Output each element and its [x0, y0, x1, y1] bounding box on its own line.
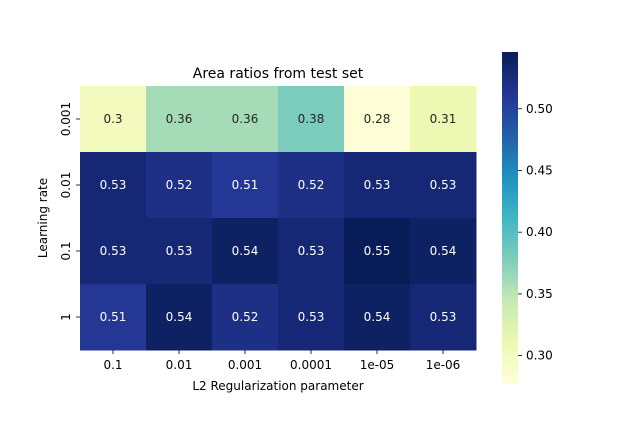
colorbar-tick-label: 0.35: [526, 287, 553, 301]
y-tick-label: 0.001: [59, 102, 73, 136]
cell-value-label: 0.52: [232, 310, 259, 324]
heatmap-cell: [410, 86, 477, 153]
heatmap-cell: [344, 152, 411, 219]
cell-value-label: 0.28: [364, 112, 391, 126]
y-tick-label: 0.1: [59, 241, 73, 260]
colorbar-tick-label: 0.40: [526, 225, 553, 239]
heatmap-cell: [410, 152, 477, 219]
y-tick-label: 0.01: [59, 172, 73, 199]
heatmap-cells: 0.3 0.36 0.36 0.38 0.28 0.31 0.53 0.52 0.51 0.52 0…: [80, 86, 477, 351]
heatmap-cell: [278, 284, 345, 351]
chart-title: Area ratios from test set: [193, 66, 364, 82]
heatmap-cell: [212, 284, 279, 351]
x-tick-label: 0.1: [103, 358, 122, 372]
cell-value-label: 0.54: [364, 310, 391, 324]
cell-value-label: 0.31: [430, 112, 457, 126]
cell-value-label: 0.38: [298, 112, 325, 126]
heatmap-cell: [212, 152, 279, 219]
y-axis-ticks: 0.001 0.01 0.1 1: [59, 102, 80, 321]
cell-value-label: 0.51: [232, 178, 259, 192]
cell-value-label: 0.36: [166, 112, 193, 126]
heatmap-cell: [146, 218, 213, 285]
heatmap-cell: [146, 86, 213, 153]
cell-value-label: 0.53: [100, 244, 127, 258]
heatmap-cell: [278, 218, 345, 285]
heatmap-cell: [344, 218, 411, 285]
heatmap-cell: [80, 86, 147, 153]
heatmap-cell: [80, 284, 147, 351]
cell-value-label: 0.53: [430, 310, 457, 324]
colorbar-tick-label: 0.45: [526, 163, 553, 177]
colorbar-ticks: 0.30 0.35 0.40 0.45 0.50: [518, 102, 553, 363]
x-tick-label: 0.0001: [290, 358, 332, 372]
heatmap-cell: [80, 152, 147, 219]
cell-value-label: 0.55: [364, 244, 391, 258]
heatmap-cell: [212, 218, 279, 285]
cell-value-label: 0.3: [103, 112, 122, 126]
heatmap-cell: [344, 284, 411, 351]
x-axis-ticks: 0.1 0.01 0.001 0.0001 1e-05 1e-06: [103, 350, 460, 372]
y-axis-label: Learning rate: [36, 178, 50, 258]
cell-value-label: 0.53: [298, 310, 325, 324]
cell-value-label: 0.36: [232, 112, 259, 126]
cell-value-label: 0.53: [100, 178, 127, 192]
cell-value-label: 0.53: [430, 178, 457, 192]
heatmap-cell: [278, 86, 345, 153]
x-tick-label: 0.001: [228, 358, 262, 372]
cell-value-label: 0.54: [166, 310, 193, 324]
cell-value-label: 0.53: [364, 178, 391, 192]
x-tick-label: 0.01: [166, 358, 193, 372]
heatmap-cell: [344, 86, 411, 153]
cell-value-label: 0.53: [298, 244, 325, 258]
heatmap-cell: [278, 152, 345, 219]
cell-value-label: 0.54: [232, 244, 259, 258]
colorbar: [502, 52, 518, 384]
x-axis-label: L2 Regularization parameter: [192, 379, 363, 393]
cell-value-label: 0.52: [298, 178, 325, 192]
heatmap-cell: [80, 218, 147, 285]
cell-value-label: 0.51: [100, 310, 127, 324]
heatmap-cell: [212, 86, 279, 153]
heatmap-cell: [146, 284, 213, 351]
x-tick-label: 1e-06: [426, 358, 461, 372]
heatmap-cell: [146, 152, 213, 219]
heatmap-cell: [410, 218, 477, 285]
cell-value-label: 0.52: [166, 178, 193, 192]
colorbar-tick-label: 0.50: [526, 102, 553, 116]
cell-value-label: 0.54: [430, 244, 457, 258]
y-tick-label: 1: [59, 313, 73, 321]
cell-value-label: 0.53: [166, 244, 193, 258]
heatmap-cell: [410, 284, 477, 351]
x-tick-label: 1e-05: [360, 358, 395, 372]
colorbar-tick-label: 0.30: [526, 349, 553, 363]
